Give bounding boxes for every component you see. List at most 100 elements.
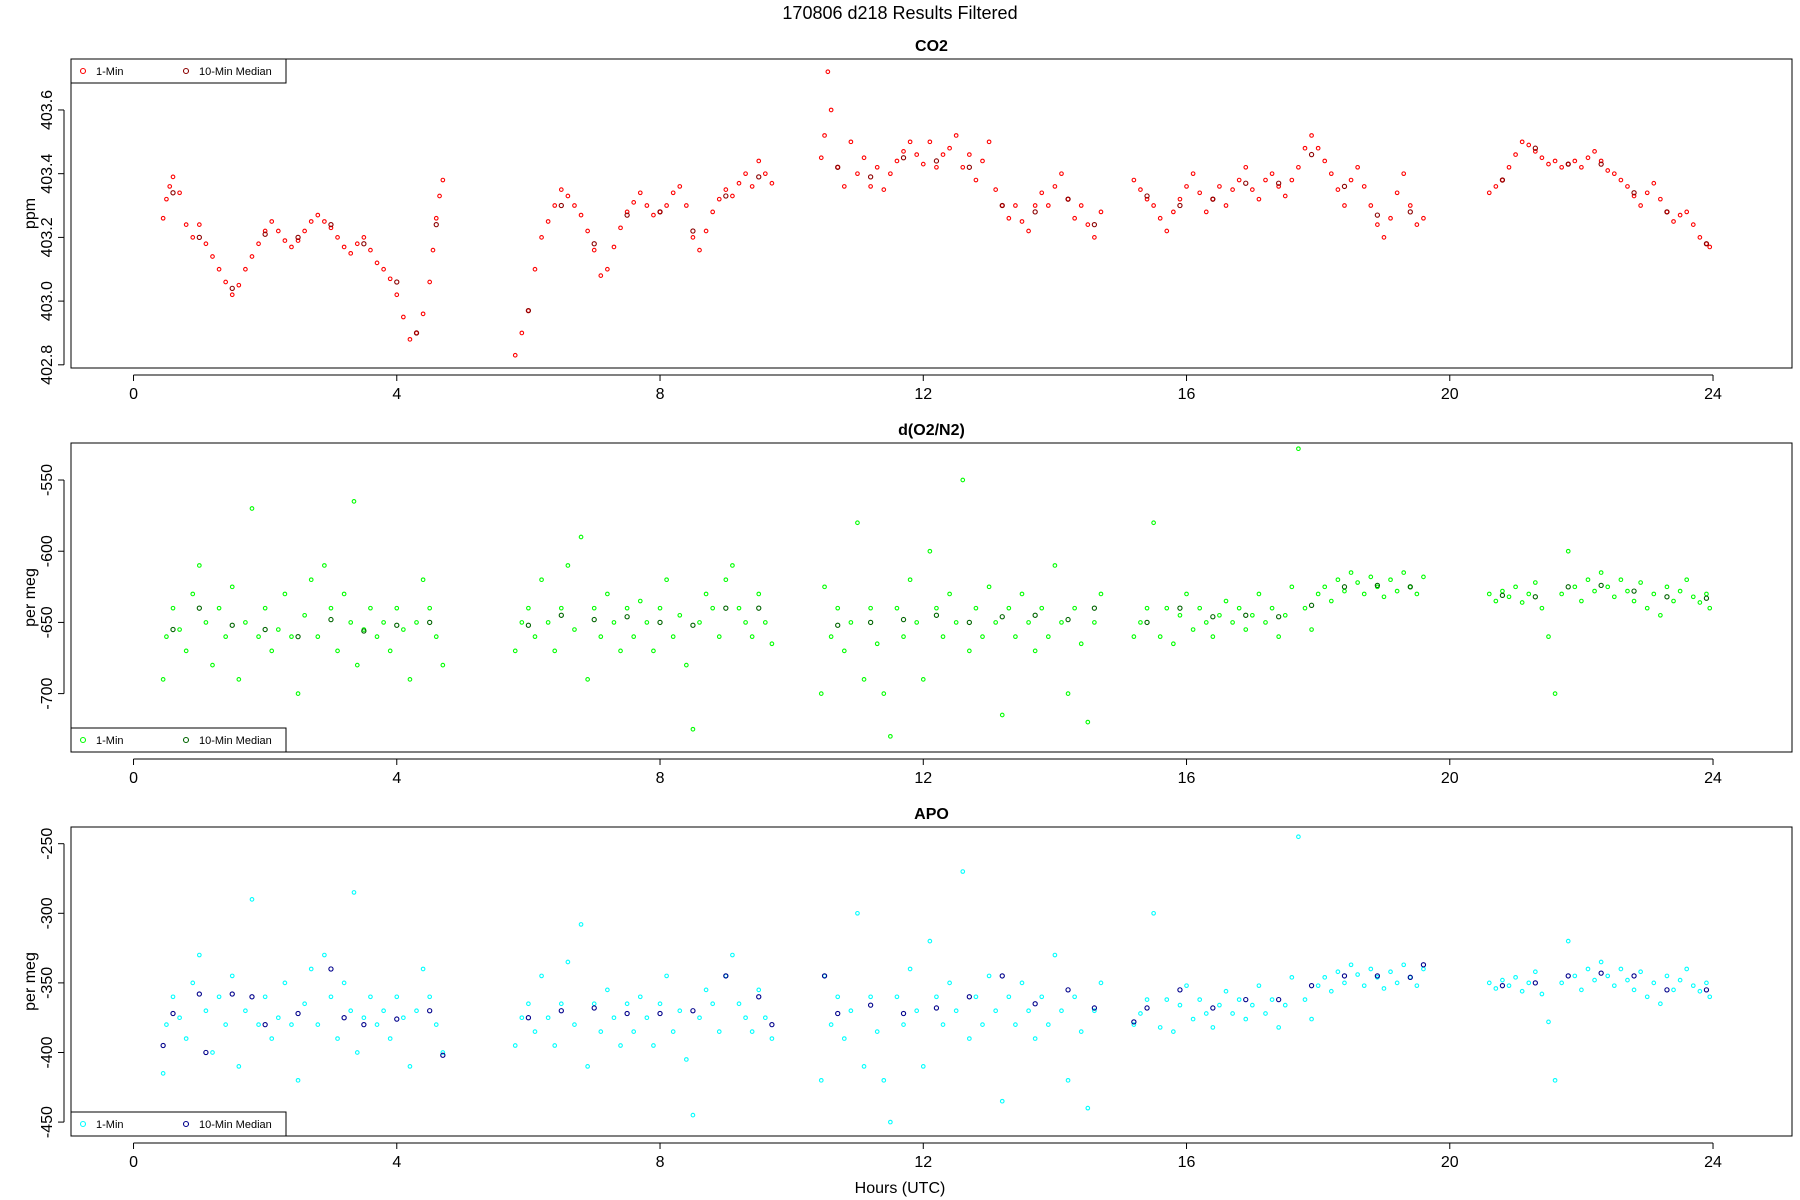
data-point [670,1029,676,1034]
data-point [1513,974,1518,980]
data-point [888,171,893,177]
data-point [381,266,386,272]
data-point [644,620,650,625]
data-point [710,1001,716,1007]
data-point [433,221,439,228]
data-point [236,1064,242,1069]
data-point [605,987,610,993]
data-point [835,622,841,628]
data-point [1565,938,1571,944]
data-point [414,620,419,625]
data-point [1032,648,1038,654]
legend-box [70,58,287,84]
data-point [835,1010,841,1017]
x-tick-label: 20 [1441,1154,1459,1171]
data-point [1072,215,1077,221]
data-point [341,1015,347,1021]
data-point [512,352,518,358]
data-point [1407,209,1413,215]
data-point [1598,970,1604,976]
data-point [249,897,255,902]
data-point [618,225,623,231]
data-point [1375,222,1380,227]
data-point [167,184,173,189]
data-point [690,1008,696,1014]
data-point [598,634,604,640]
data-point [1236,177,1242,183]
data-point [1526,142,1532,148]
data-point [1355,164,1360,170]
data-point [1296,446,1301,452]
data-point [1190,627,1196,632]
data-point [565,193,571,199]
data-point [1138,1011,1143,1016]
data-point [651,212,656,218]
data-point [716,196,722,202]
data-point [160,677,166,682]
data-point [861,155,867,161]
data-point [289,244,294,250]
data-point [1342,203,1347,208]
data-point [1374,582,1381,589]
data-point [1342,980,1347,986]
data-point [1144,619,1150,626]
data-point [585,677,590,682]
data-point [894,158,900,164]
data-point [381,1008,386,1014]
data-point [1579,987,1584,993]
panel-title: APO [914,806,949,823]
data-point [1499,983,1506,989]
panel-title: CO2 [915,38,948,55]
data-point [190,980,196,986]
data-point [841,184,847,189]
data-point [1552,158,1558,164]
data-point [210,662,215,668]
data-point [558,612,564,618]
data-point [183,1036,189,1041]
data-point [262,228,268,234]
data-point [1703,241,1710,247]
data-point [855,910,860,916]
data-point [703,228,709,234]
data-point [966,994,972,1000]
data-point [348,620,354,625]
data-point [1315,983,1321,989]
data-point [618,1043,623,1048]
data-point [1361,591,1367,597]
legend-label: 10-Min Median [199,66,272,78]
data-point [901,1022,906,1027]
data-point [1092,1008,1097,1014]
data-point [867,174,874,180]
data-point [170,994,176,1000]
data-point [1085,719,1091,725]
data-point [249,506,255,511]
data-point [351,499,357,504]
data-point [874,1029,880,1034]
data-point [591,605,597,611]
data-point [203,1049,209,1056]
data-point [900,616,907,623]
data-point [308,577,314,583]
data-point [1625,184,1630,189]
plot-frame [70,826,1793,1137]
data-point [683,662,689,668]
data-point [1296,164,1301,170]
data-point [1565,548,1571,554]
data-point [848,620,854,625]
data-point [552,648,558,654]
data-point [1171,641,1176,647]
data-point [262,1021,268,1028]
series-one-min [160,834,1713,1125]
data-point [874,641,880,647]
data-point [1677,977,1683,983]
data-point [341,980,347,986]
data-point [539,235,544,240]
data-point [160,1042,166,1049]
data-point [1276,614,1282,620]
data-point [670,190,676,196]
x-tick-label: 0 [129,1154,138,1171]
x-tick-label: 24 [1704,770,1722,787]
data-point [1131,177,1137,183]
data-point [420,311,426,317]
data-point [1671,598,1676,604]
